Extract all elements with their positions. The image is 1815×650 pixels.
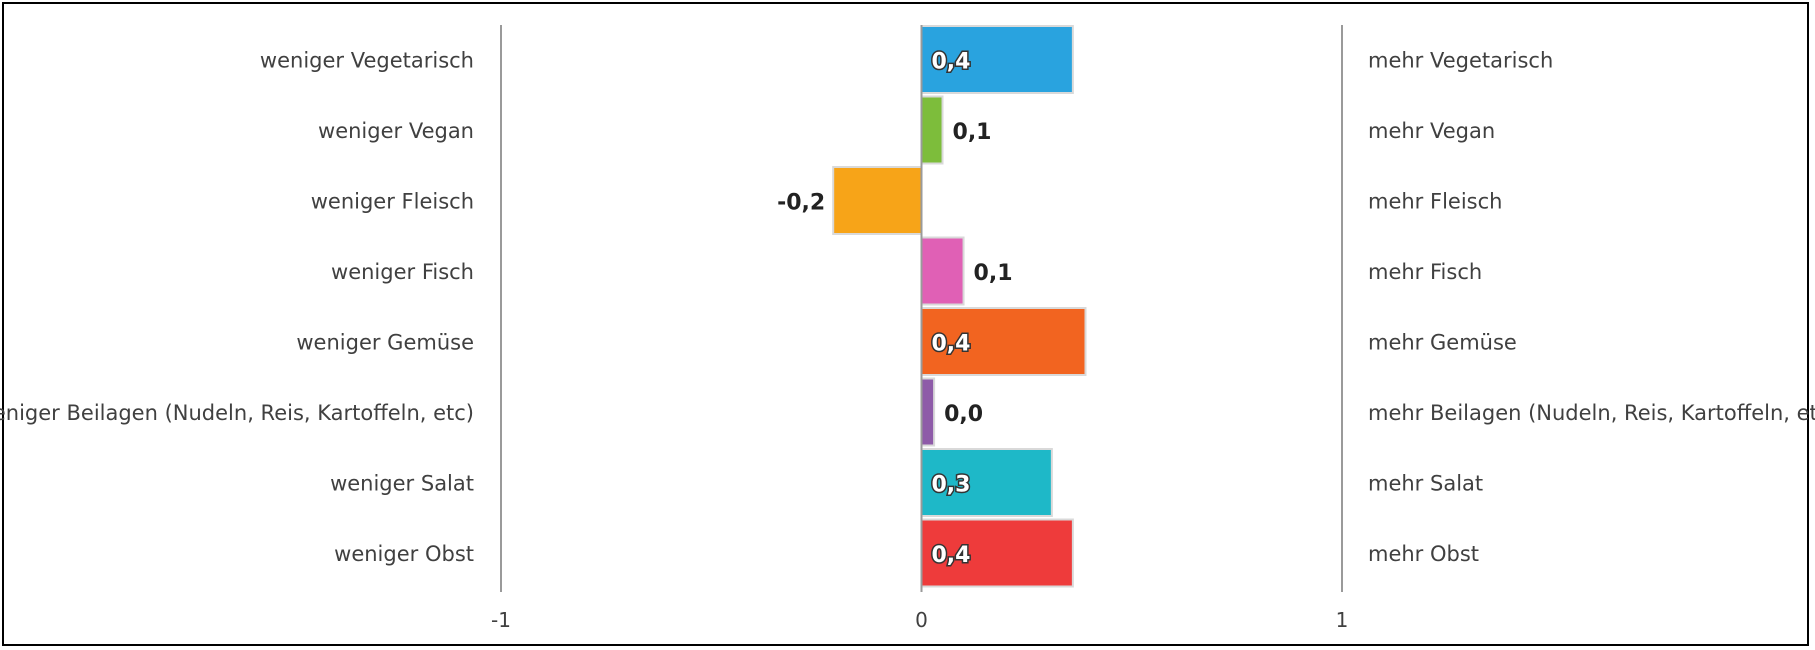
category-label-right: mehr Vegan [1368,119,1495,143]
category-label-left: weniger Gemüse [296,330,474,354]
data-label: 0,4 [932,49,971,74]
data-label: 0,1 [953,120,992,145]
category-label-left: weniger Obst [334,542,474,566]
category-label-right: mehr Salat [1368,471,1483,495]
category-label-left: weniger Beilagen (Nudeln, Reis, Kartoffe… [0,401,474,425]
category-label-right: mehr Fisch [1368,260,1482,284]
bar [920,518,1074,588]
data-label: 0,0 [944,402,983,427]
data-label: 0,1 [974,261,1013,286]
x-tick-label: -1 [491,608,511,632]
data-label: 0,4 [932,543,971,568]
bar [920,95,944,165]
x-tick-label: 1 [1336,608,1349,632]
bar [832,166,923,235]
bar [920,25,1074,94]
category-label-right: mehr Fleisch [1368,189,1502,213]
data-label: 0,3 [932,472,971,497]
data-label: 0,4 [932,331,971,356]
x-tick-label: 0 [915,608,928,632]
bar [920,236,965,306]
category-label-right: mehr Gemüse [1368,330,1517,354]
category-label-right: mehr Beilagen (Nudeln, Reis, Kartoffeln,… [1368,401,1815,425]
category-label-left: weniger Vegetarisch [260,48,474,72]
category-label-right: mehr Obst [1368,542,1479,566]
category-label-left: weniger Fleisch [311,189,474,213]
category-label-left: weniger Salat [330,471,474,495]
category-label-left: weniger Fisch [331,260,474,284]
category-label-left: weniger Vegan [318,119,474,143]
data-label: -0,2 [777,190,825,215]
category-label-right: mehr Vegetarisch [1368,48,1553,72]
bar [920,377,936,447]
